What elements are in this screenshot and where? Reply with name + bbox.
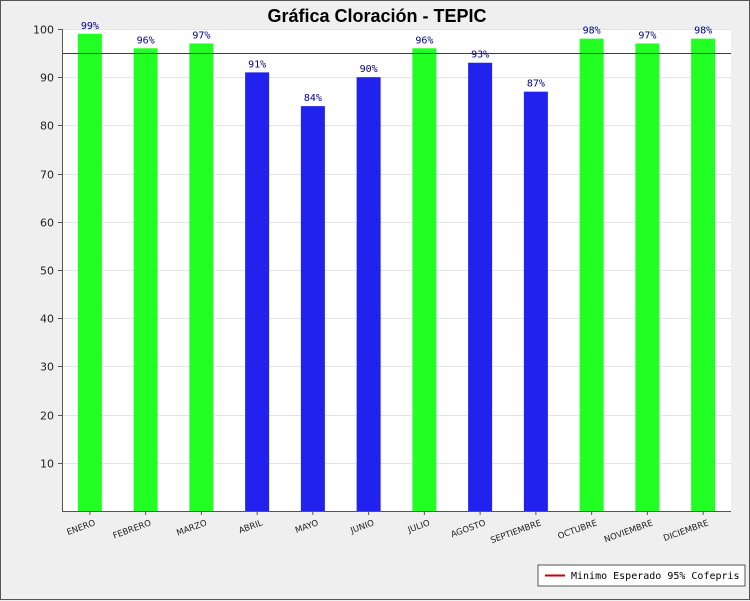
value-label: 87% [527, 79, 545, 90]
bar [412, 48, 437, 511]
bar [468, 62, 493, 512]
x-tick-label: ENERO [66, 518, 98, 538]
bar [300, 106, 325, 512]
x-tick-label: DICIEMBRE [662, 518, 710, 544]
y-tick-label: 60 [40, 217, 54, 230]
x-axis-ticks: ENERO FEBRERO MARZO ABRIL MAYO JUNIO JULIO AGOS… [66, 511, 710, 546]
x-tick-label: MAYO [294, 518, 320, 536]
y-tick-label: 90 [40, 72, 54, 85]
y-tick-label: 40 [40, 313, 54, 326]
x-tick-label: FEBRERO [112, 518, 153, 541]
value-label: 98% [694, 26, 712, 37]
bars [77, 33, 716, 512]
x-tick-label: JUNIO [348, 518, 375, 536]
legend-label: Minimo Esperado 95% Cofepris [571, 571, 740, 582]
x-tick-label: MARZO [175, 518, 208, 538]
value-label: 96% [137, 35, 155, 46]
bar [579, 38, 604, 511]
x-tick-label: NOVIEMBRE [603, 518, 654, 545]
y-tick-label: 100 [33, 24, 54, 37]
chart-title: Gráfica Cloración - TEPIC [267, 6, 486, 26]
y-tick-label: 30 [40, 361, 54, 374]
x-tick-label: AGOSTO [450, 518, 488, 540]
value-label: 84% [304, 93, 322, 104]
x-tick-label: OCTUBRE [557, 518, 599, 541]
bar [77, 33, 102, 511]
y-tick-label: 80 [40, 120, 54, 133]
value-label: 91% [248, 59, 266, 70]
value-label: 98% [583, 26, 601, 37]
value-label: 93% [471, 50, 489, 61]
y-tick-label: 50 [40, 265, 54, 278]
axes [62, 29, 731, 512]
y-tick-label: 70 [40, 169, 54, 182]
x-tick-label: ABRIL [237, 518, 264, 536]
y-tick-label: 20 [40, 410, 54, 423]
value-label: 96% [415, 35, 433, 46]
bar [189, 43, 214, 512]
value-label: 97% [192, 30, 210, 41]
value-labels: 99% 96% 97% 91% 84% 90% 96% 93% 87% 98% 97% 98% [81, 21, 712, 104]
bar [133, 48, 158, 511]
x-tick-label: JULIO [406, 518, 432, 536]
y-axis-ticks: 10 20 30 40 50 60 70 80 90 100 [33, 24, 62, 471]
x-tick-label: SEPTIEMBRE [489, 518, 543, 546]
bar [691, 38, 716, 511]
gridlines [62, 29, 731, 464]
bar [635, 43, 660, 512]
bar [523, 91, 548, 511]
value-label: 97% [638, 30, 656, 41]
y-tick-label: 10 [40, 458, 54, 471]
bar [356, 77, 381, 511]
bar [245, 72, 270, 511]
value-label: 99% [81, 21, 99, 32]
legend-box [537, 564, 746, 587]
legend: Minimo Esperado 95% Cofepris [537, 564, 746, 587]
value-label: 90% [360, 64, 378, 75]
